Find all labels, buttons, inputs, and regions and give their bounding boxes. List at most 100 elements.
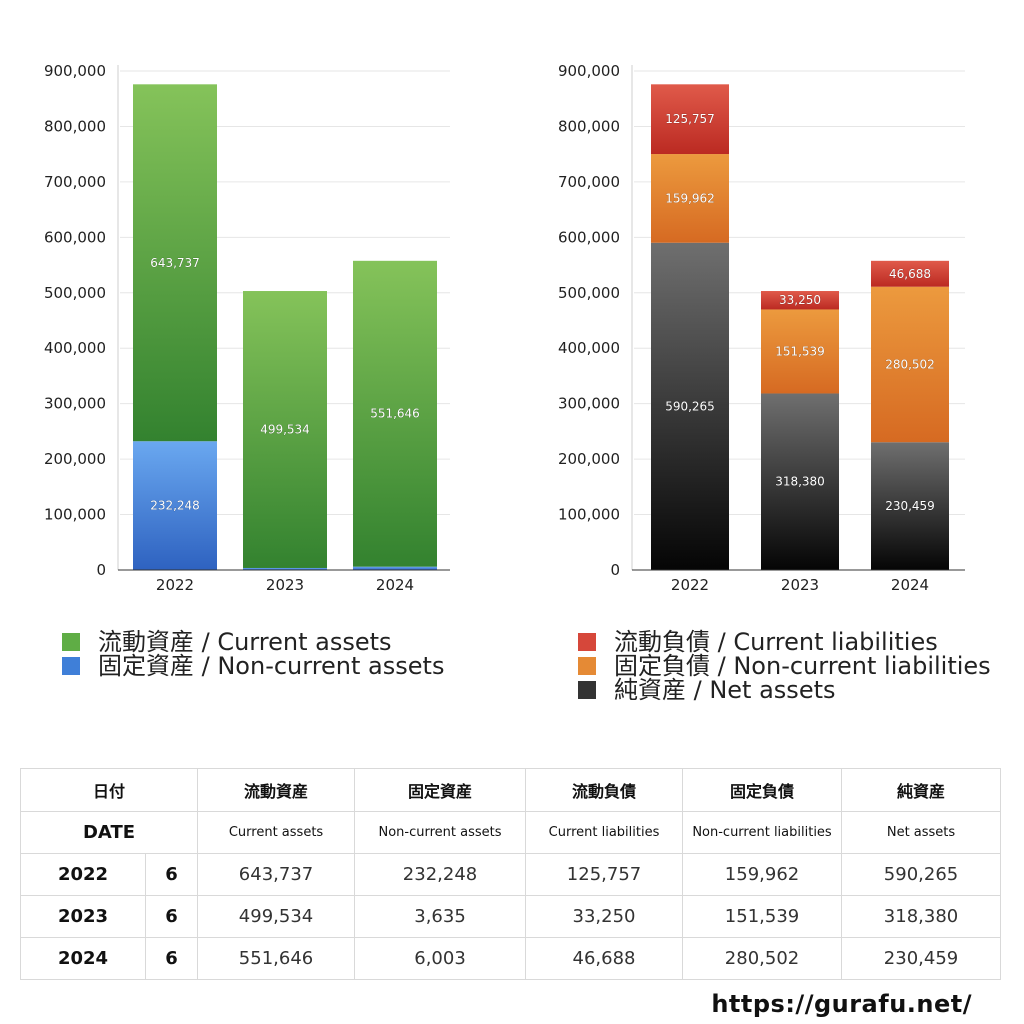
year-cell: 2024 bbox=[20, 937, 146, 980]
column-header: Current assets bbox=[197, 811, 356, 854]
value-cell: 3,635 bbox=[354, 895, 527, 938]
y-tick-label: 700,000 bbox=[44, 173, 106, 191]
y-tick-label: 0 bbox=[610, 561, 620, 579]
legend-swatch bbox=[62, 633, 80, 651]
table-row: 2022 6 643,737 232,248 125,757 159,962 5… bbox=[20, 853, 1002, 896]
month-cell: 6 bbox=[144, 895, 199, 938]
legend-label: 固定資産 / Non-current assets bbox=[98, 652, 445, 680]
column-header: 固定資産 bbox=[354, 768, 527, 812]
data-label: 230,459 bbox=[885, 499, 935, 513]
value-cell: 551,646 bbox=[197, 937, 356, 980]
value-cell: 590,265 bbox=[841, 853, 1002, 896]
bar-segment bbox=[651, 84, 729, 155]
bar-segment bbox=[651, 154, 729, 243]
data-label: 590,265 bbox=[665, 399, 715, 413]
value-cell: 499,534 bbox=[197, 895, 356, 938]
legend-item-net-assets: 純資産 / Net assets bbox=[578, 678, 991, 702]
table-header-row-en: DATE Current assets Non-current assets C… bbox=[19, 811, 1002, 854]
data-label: 46,688 bbox=[889, 267, 931, 281]
value-cell: 318,380 bbox=[841, 895, 1002, 938]
table-row: 2023 6 499,534 3,635 33,250 151,539 318,… bbox=[20, 895, 1002, 938]
y-tick-label: 500,000 bbox=[44, 284, 106, 302]
month-cell: 6 bbox=[144, 937, 199, 980]
legend-item-current-liabilities: 流動負債 / Current liabilities bbox=[578, 630, 991, 654]
data-label: 159,962 bbox=[665, 191, 715, 205]
legend-label: 固定負債 / Non-current liabilities bbox=[614, 652, 991, 680]
bar-segment bbox=[761, 309, 839, 394]
value-cell: 33,250 bbox=[525, 895, 684, 938]
bar-segment bbox=[651, 242, 729, 571]
year-cell: 2023 bbox=[20, 895, 146, 938]
x-tick-label: 2024 bbox=[891, 576, 929, 594]
year-cell: 2022 bbox=[20, 853, 146, 896]
bar-segment bbox=[353, 566, 437, 570]
column-header: 固定負債 bbox=[682, 768, 843, 812]
value-cell: 230,459 bbox=[841, 937, 1002, 980]
value-cell: 643,737 bbox=[197, 853, 356, 896]
value-cell: 151,539 bbox=[682, 895, 843, 938]
data-label: 125,757 bbox=[665, 112, 715, 126]
legend-label: 流動負債 / Current liabilities bbox=[614, 628, 938, 656]
bar-segment bbox=[761, 291, 839, 310]
bar-segment bbox=[133, 441, 217, 570]
charts-area: 0 100,000 200,000 300,000 400,000 500,000 600,… bbox=[44, 62, 965, 594]
column-header: 流動資産 bbox=[197, 768, 356, 812]
legend-swatch bbox=[578, 633, 596, 651]
month-cell: 6 bbox=[144, 853, 199, 896]
value-cell: 280,502 bbox=[682, 937, 843, 980]
y-tick-label: 900,000 bbox=[558, 62, 620, 80]
date-header-jp: 日付 bbox=[19, 768, 199, 812]
value-cell: 159,962 bbox=[682, 853, 843, 896]
bar-segment bbox=[133, 84, 217, 442]
legend-swatch bbox=[62, 657, 80, 675]
column-header: Non-current assets bbox=[354, 811, 527, 854]
legend-label: 純資産 / Net assets bbox=[614, 676, 836, 704]
x-tick-label: 2022 bbox=[156, 576, 194, 594]
y-tick-label: 300,000 bbox=[44, 395, 106, 413]
column-header: Non-current liabilities bbox=[682, 811, 843, 854]
value-cell: 125,757 bbox=[525, 853, 684, 896]
column-header: 純資産 bbox=[841, 768, 1002, 812]
data-label: 151,539 bbox=[775, 344, 825, 358]
y-tick-label: 600,000 bbox=[44, 228, 106, 246]
y-tick-label: 900,000 bbox=[44, 62, 106, 80]
x-tick-label: 2022 bbox=[671, 576, 709, 594]
bar-segment bbox=[243, 291, 327, 568]
column-header: 流動負債 bbox=[525, 768, 684, 812]
source-url[interactable]: https://gurafu.net/ bbox=[711, 990, 972, 1018]
y-tick-label: 0 bbox=[96, 561, 106, 579]
value-cell: 232,248 bbox=[354, 853, 527, 896]
table-row: 2024 6 551,646 6,003 46,688 280,502 230,… bbox=[20, 937, 1002, 980]
bar-segment bbox=[871, 286, 949, 443]
y-tick-label: 100,000 bbox=[558, 506, 620, 524]
bar-segment bbox=[761, 393, 839, 570]
value-cell: 46,688 bbox=[525, 937, 684, 980]
data-label: 499,534 bbox=[260, 423, 310, 437]
column-header: Current liabilities bbox=[525, 811, 684, 854]
y-tick-label: 800,000 bbox=[44, 117, 106, 135]
assets-legend: 流動資産 / Current assets 固定資産 / Non-current… bbox=[62, 630, 444, 678]
x-tick-label: 2023 bbox=[781, 576, 819, 594]
x-tick-label: 2024 bbox=[376, 576, 414, 594]
bar-segment bbox=[871, 260, 949, 287]
bar-segment bbox=[353, 260, 437, 567]
y-tick-label: 400,000 bbox=[44, 339, 106, 357]
y-tick-label: 200,000 bbox=[44, 450, 106, 468]
bar-segment bbox=[243, 567, 327, 570]
date-header-en: DATE bbox=[19, 811, 199, 854]
legend-swatch bbox=[578, 657, 596, 675]
data-label: 643,737 bbox=[150, 256, 200, 270]
x-tick-label: 2023 bbox=[266, 576, 304, 594]
data-label: 33,250 bbox=[779, 293, 821, 307]
y-tick-label: 800,000 bbox=[558, 117, 620, 135]
y-tick-label: 400,000 bbox=[558, 339, 620, 357]
y-tick-label: 700,000 bbox=[558, 173, 620, 191]
assets-chart: 0 100,000 200,000 300,000 400,000 500,000 600,… bbox=[44, 62, 450, 594]
data-label: 280,502 bbox=[885, 357, 935, 371]
data-label: 232,248 bbox=[150, 499, 200, 513]
table-header-row-jp: 日付 流動資産 固定資産 流動負債 固定負債 純資産 bbox=[19, 768, 1002, 812]
data-table: 日付 流動資産 固定資産 流動負債 固定負債 純資産 DATE Current … bbox=[19, 768, 1002, 980]
legend-item-non-current-liabilities: 固定負債 / Non-current liabilities bbox=[578, 654, 991, 678]
column-header: Net assets bbox=[841, 811, 1002, 854]
liabilities-legend: 流動負債 / Current liabilities 固定負債 / Non-cu… bbox=[578, 630, 991, 702]
